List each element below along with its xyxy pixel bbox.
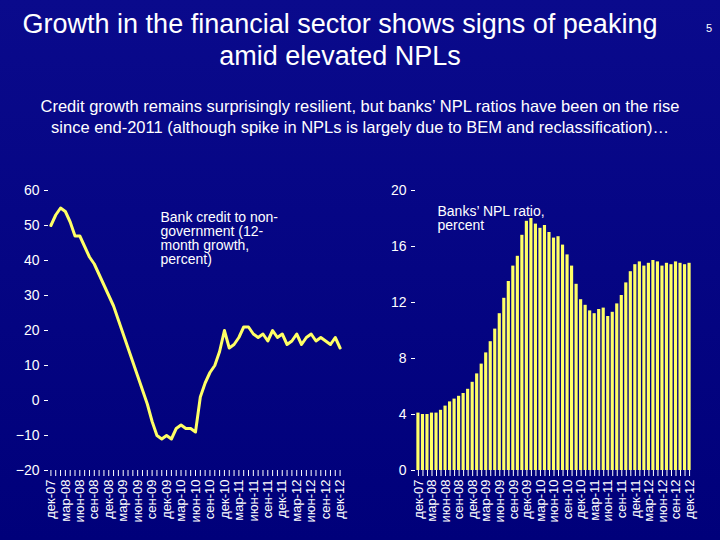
svg-text:дек-10: дек-10 bbox=[573, 479, 589, 519]
svg-text:мар-10: мар-10 bbox=[173, 480, 188, 522]
svg-text:сен-10: сен-10 bbox=[202, 480, 217, 520]
svg-text:8: 8 bbox=[399, 350, 407, 366]
svg-text:мар-11: мар-11 bbox=[231, 480, 246, 521]
svg-text:40: 40 bbox=[24, 252, 40, 268]
svg-text:мар-09: мар-09 bbox=[478, 479, 494, 522]
svg-text:сен-12: сен-12 bbox=[318, 480, 333, 520]
svg-text:−10: −10 bbox=[16, 427, 40, 443]
svg-text:30: 30 bbox=[24, 287, 40, 303]
svg-text:сен-11: сен-11 bbox=[613, 479, 629, 519]
svg-text:мар-12: мар-12 bbox=[641, 479, 657, 522]
svg-text:июн-09: июн-09 bbox=[130, 480, 145, 523]
svg-text:сен-08: сен-08 bbox=[86, 480, 101, 520]
svg-text:дек-12: дек-12 bbox=[682, 480, 697, 519]
svg-text:дек-12: дек-12 bbox=[332, 480, 347, 519]
svg-text:мар-08: мар-08 bbox=[58, 480, 73, 522]
svg-text:дек-09: дек-09 bbox=[159, 480, 174, 519]
svg-text:сен-09: сен-09 bbox=[144, 480, 159, 520]
svg-text:дек-09: дек-09 bbox=[519, 479, 534, 519]
svg-text:12: 12 bbox=[391, 294, 407, 310]
svg-text:сен-08: сен-08 bbox=[451, 479, 467, 520]
svg-text:июн-11: июн-11 bbox=[245, 480, 260, 522]
svg-text:−20: −20 bbox=[16, 462, 40, 478]
svg-text:дек-08: дек-08 bbox=[464, 479, 480, 519]
svg-text:Bank credit to non-government: Bank credit to non-government (12-month … bbox=[161, 209, 279, 267]
svg-text:сен-12: сен-12 bbox=[668, 479, 684, 520]
svg-text:10: 10 bbox=[24, 357, 40, 373]
svg-text:мар-11: мар-11 bbox=[586, 479, 602, 521]
svg-text:60: 60 bbox=[24, 182, 40, 198]
svg-text:Banks’ NPL ratio,percent: Banks’ NPL ratio,percent bbox=[438, 203, 545, 233]
svg-text:июн-08: июн-08 bbox=[72, 480, 87, 523]
svg-text:сен-09: сен-09 bbox=[505, 479, 521, 520]
svg-text:20: 20 bbox=[391, 182, 407, 198]
svg-text:мар-09: мар-09 bbox=[115, 480, 130, 522]
svg-text:июн-09: июн-09 bbox=[491, 479, 507, 523]
svg-text:мар-12: мар-12 bbox=[289, 480, 304, 522]
svg-text:мар-10: мар-10 bbox=[532, 479, 548, 522]
svg-text:июн-11: июн-11 bbox=[600, 479, 616, 522]
svg-text:дек-11: дек-11 bbox=[274, 480, 289, 518]
svg-text:0: 0 bbox=[399, 462, 407, 478]
svg-text:мар-08: мар-08 bbox=[424, 479, 440, 522]
svg-text:20: 20 bbox=[24, 322, 40, 338]
svg-text:июн-10: июн-10 bbox=[546, 479, 562, 523]
svg-text:июн-12: июн-12 bbox=[654, 479, 670, 523]
svg-text:4: 4 bbox=[399, 406, 407, 422]
svg-text:июн-10: июн-10 bbox=[188, 480, 203, 523]
svg-text:дек-08: дек-08 bbox=[101, 480, 116, 519]
html-text:5: 5 bbox=[705, 22, 712, 34]
svg-text:июн-12: июн-12 bbox=[303, 480, 318, 523]
svg-text:0: 0 bbox=[32, 392, 40, 408]
svg-text:дек-10: дек-10 bbox=[217, 480, 232, 519]
html-text:Growth in the financial sector: Growth in the financial sector shows sig… bbox=[22, 9, 658, 71]
html-text:Credit growth remains surprisi: Credit growth remains surprisingly resil… bbox=[40, 97, 680, 136]
svg-text:сен-10: сен-10 bbox=[559, 479, 575, 520]
svg-text:дек-07: дек-07 bbox=[43, 480, 58, 519]
svg-text:дек-11: дек-11 bbox=[627, 479, 643, 518]
svg-text:июн-08: июн-08 bbox=[437, 479, 453, 523]
svg-text:50: 50 bbox=[24, 217, 40, 233]
svg-text:16: 16 bbox=[391, 238, 407, 254]
svg-text:дек-07: дек-07 bbox=[410, 479, 426, 519]
svg-text:сен-11: сен-11 bbox=[260, 480, 275, 519]
